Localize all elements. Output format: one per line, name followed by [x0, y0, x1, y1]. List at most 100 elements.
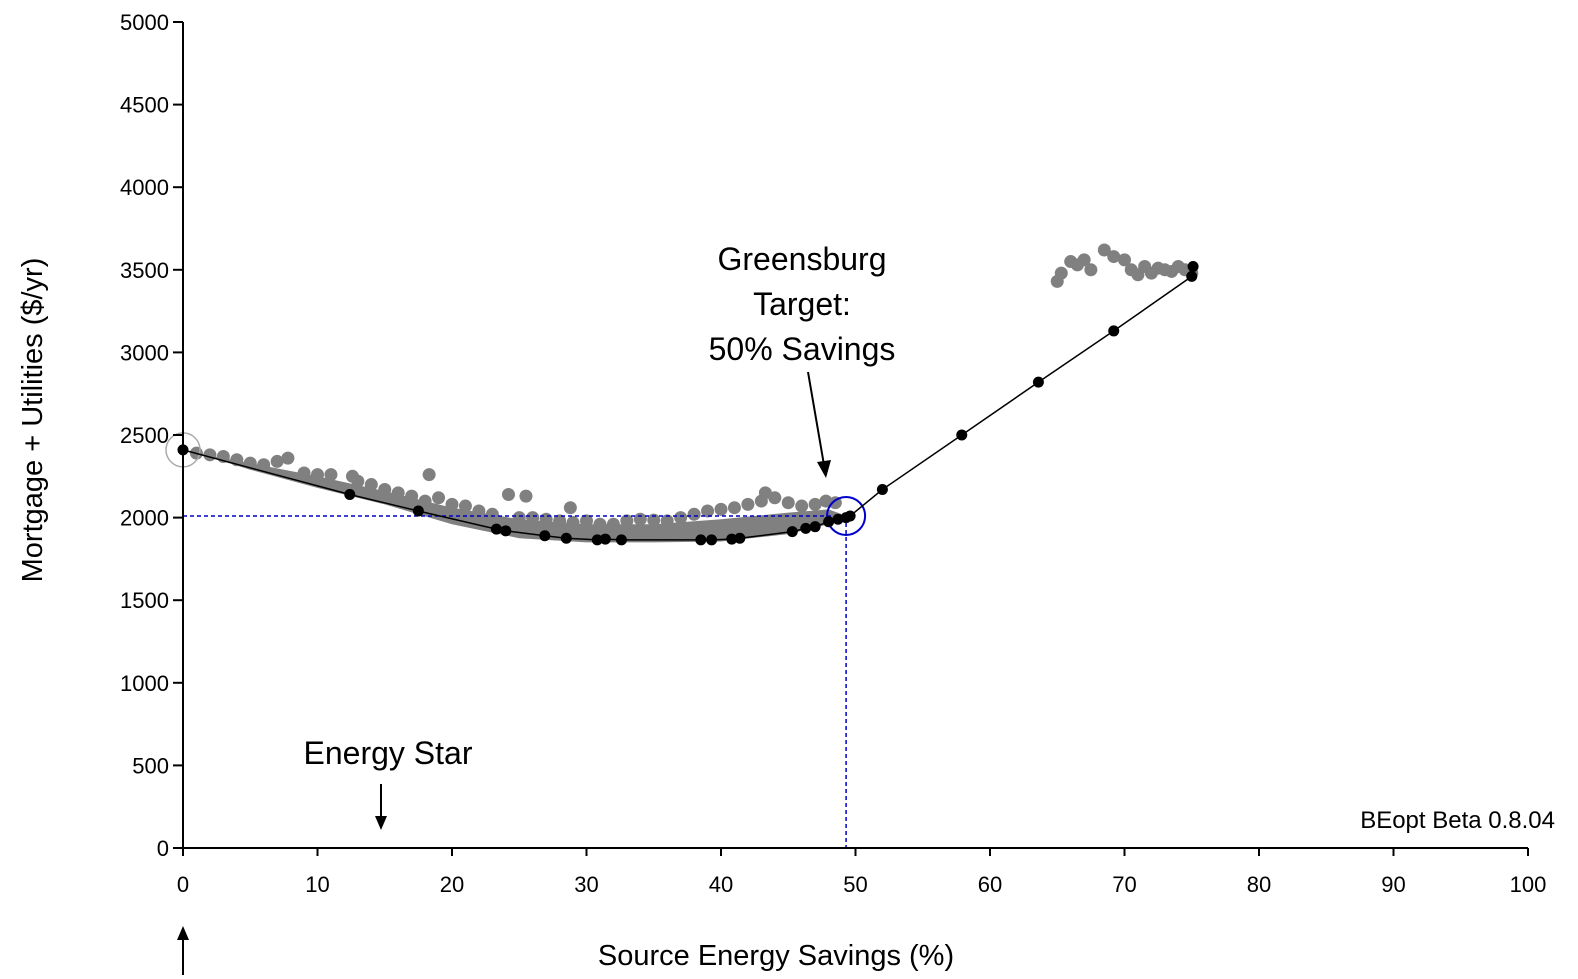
cloud-point — [378, 483, 392, 497]
optimal-point — [615, 534, 627, 546]
y-tick-label: 4000 — [120, 175, 169, 200]
cloud-point — [580, 514, 593, 528]
optimal-point — [539, 530, 551, 542]
x-tick-label: 10 — [305, 872, 329, 897]
cloud-point — [364, 478, 378, 492]
cloud-point — [553, 514, 567, 528]
x-tick-label: 60 — [978, 872, 1002, 897]
cloud-point — [512, 511, 526, 525]
optimal-point — [800, 522, 812, 534]
target-circle — [826, 495, 867, 536]
cloud-point — [647, 513, 661, 527]
cloud-point — [714, 502, 728, 516]
optimal-point — [876, 484, 888, 496]
cloud-point — [674, 511, 688, 525]
greensburg-arrow-head — [817, 460, 831, 478]
cloud-point — [281, 451, 295, 465]
optimal-point — [734, 532, 746, 544]
cloud-point — [795, 499, 809, 513]
cloud-point — [539, 512, 553, 526]
cloud-point — [270, 454, 284, 468]
optimal-point — [956, 429, 968, 441]
cloud-point — [606, 517, 620, 531]
optimal-point — [726, 533, 738, 545]
annotation-line-2: Target: — [753, 286, 851, 322]
axes — [182, 22, 1528, 849]
x-ticks: 0 10 20 30 40 50 60 70 80 90 100 — [177, 848, 1546, 897]
cloud-point — [526, 511, 540, 525]
x-tick-label: 70 — [1112, 872, 1136, 897]
energy-star-arrow-head — [375, 816, 387, 830]
optimal-point — [809, 521, 821, 533]
cloud-point — [687, 507, 701, 521]
cloud-point — [519, 489, 533, 503]
optimal-point — [591, 534, 603, 546]
cloud-point — [1097, 243, 1111, 257]
optimal-point — [599, 533, 611, 545]
cloud-point — [633, 512, 647, 526]
cloud-point — [620, 514, 634, 528]
optimal-point — [490, 523, 502, 535]
x-tick-label: 0 — [177, 872, 189, 897]
y-tick-label: 3000 — [120, 340, 169, 365]
cloud-point — [808, 497, 822, 511]
cloud-point — [593, 517, 607, 531]
cloud-point — [432, 491, 446, 505]
bottom-arrow — [177, 926, 189, 975]
cloud-point — [458, 499, 472, 513]
y-tick-label: 1000 — [120, 671, 169, 696]
optimal-points — [177, 260, 1199, 546]
cloud-point — [422, 468, 436, 482]
cloud-point — [741, 497, 755, 511]
cloud-point — [351, 474, 365, 488]
cloud-point — [311, 468, 324, 482]
optimal-point — [1186, 270, 1198, 282]
cloud-point — [297, 466, 311, 480]
cloud-point — [324, 468, 338, 482]
simulation-band — [196, 453, 843, 543]
cloud-point — [445, 497, 459, 511]
scatter-band — [196, 453, 843, 543]
cloud-point — [203, 448, 217, 462]
optimal-point — [1032, 376, 1044, 388]
version-label: BEopt Beta 0.8.04 — [1360, 807, 1555, 834]
y-tick-label: 500 — [132, 753, 169, 778]
optimal-point — [1108, 325, 1120, 337]
energy-star-annotation: Energy Star — [304, 735, 473, 830]
cloud-point — [485, 507, 499, 521]
y-ticks: 0 500 1000 1500 2000 2500 3000 3500 4000 4500 5000 — [120, 10, 183, 861]
cloud-point — [1107, 250, 1121, 264]
cloud-point — [472, 504, 486, 518]
y-tick-label: 0 — [157, 836, 169, 861]
x-tick-label: 20 — [440, 872, 464, 897]
y-axis-title: Mortgage + Utilities ($/yr) — [17, 258, 49, 583]
cloud-point — [768, 491, 782, 505]
cloud-point — [660, 514, 674, 528]
x-tick-label: 80 — [1247, 872, 1271, 897]
y-tick-label: 5000 — [120, 10, 169, 35]
annotation-line-1: Greensburg — [718, 241, 887, 277]
optimal-point — [844, 510, 856, 522]
optimal-point — [560, 532, 572, 544]
x-tick-label: 30 — [574, 872, 598, 897]
x-tick-label: 50 — [843, 872, 867, 897]
y-tick-label: 2500 — [120, 423, 169, 448]
y-tick-label: 3500 — [120, 258, 169, 283]
cloud-point — [405, 489, 419, 503]
y-tick-label: 2000 — [120, 506, 169, 531]
optimal-point — [1187, 260, 1199, 272]
cloud-point — [257, 458, 271, 472]
optimal-point — [500, 525, 512, 537]
y-tick-label: 1500 — [120, 588, 169, 613]
cloud-point — [701, 504, 715, 518]
optimal-point — [344, 488, 356, 500]
optimal-curve — [182, 266, 1194, 541]
cloud-point — [727, 501, 741, 515]
cloud-point — [1054, 266, 1068, 280]
optimal-point — [706, 534, 718, 546]
cloud-point — [566, 516, 580, 530]
annotation-line-3: 50% Savings — [709, 331, 896, 367]
cloud-point — [1077, 253, 1091, 267]
